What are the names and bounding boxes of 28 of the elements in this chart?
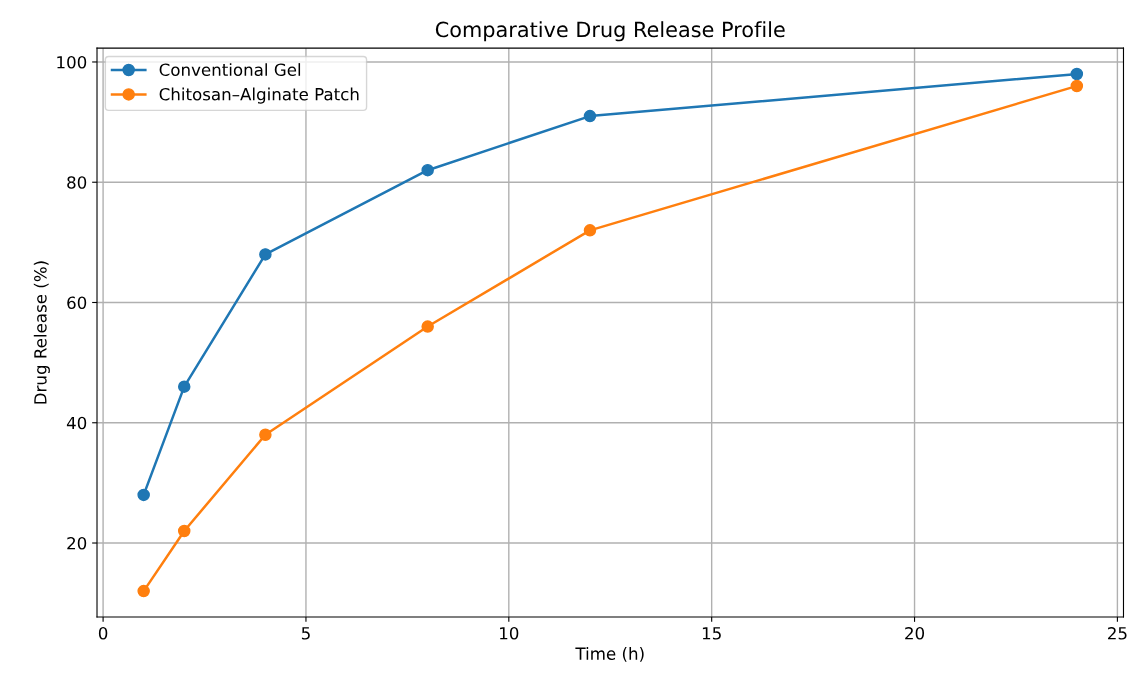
y-tick-label: 20 [67, 536, 87, 550]
point [1070, 79, 1084, 93]
legend-label: Chitosan–Alginate Patch [159, 87, 359, 104]
point [259, 248, 272, 261]
point [137, 488, 150, 502]
chart-title: Comparative Drug Release Profile [435, 21, 785, 42]
legend-label: Conventional Gel [159, 63, 301, 77]
x-tick-label: 5 [301, 627, 310, 640]
point [583, 109, 597, 123]
point [1070, 67, 1084, 81]
point [259, 428, 272, 442]
y-axis-title: Drug Release (%) [33, 261, 50, 404]
point [137, 584, 150, 598]
point [583, 224, 597, 237]
y-tick-label: 60 [67, 296, 87, 310]
point [421, 320, 434, 333]
point [177, 524, 191, 538]
x-tick-label: 15 [702, 627, 721, 640]
point [177, 380, 191, 393]
y-tick-label: 40 [66, 416, 87, 430]
x-tick-label: 25 [1108, 627, 1127, 640]
x-tick-label: 0 [98, 627, 108, 640]
y-tick-label: 80 [67, 176, 87, 189]
x-tick-label: 20 [905, 627, 925, 640]
x-tick-label: 10 [500, 627, 519, 640]
point [421, 163, 434, 177]
y-tick-label: 100 [57, 55, 87, 69]
x-axis-title: Time (h) [575, 647, 644, 662]
